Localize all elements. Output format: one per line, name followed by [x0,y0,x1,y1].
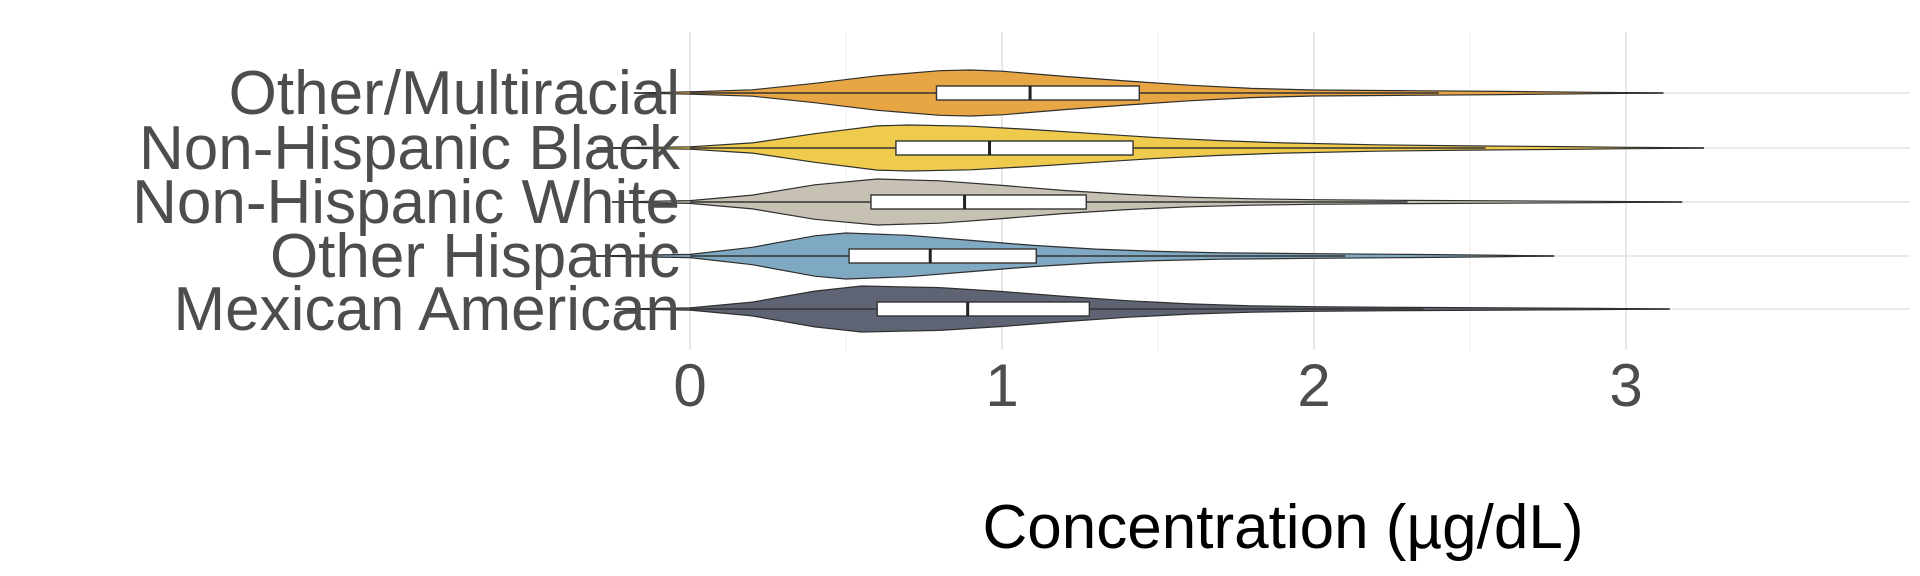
violin-group-non-hispanic-white [611,178,1683,226]
box-other-hispanic [848,248,1038,264]
y-tick-label-non-hispanic-white: Non-Hispanic White [132,168,680,237]
violin-group-non-hispanic-black [596,124,1705,172]
y-tick-label-mexican-american: Mexican American [173,275,680,344]
x-tick-label-2: 2 [1297,352,1330,419]
box-mexican-american [876,301,1091,317]
x-tick-labels: 0 1 2 3 [673,352,1642,419]
box-other-multiracial [935,85,1140,101]
x-tick-label-0: 0 [673,352,706,419]
violin-group-other-multiracial [633,69,1664,117]
x-axis-title: Concentration (µg/dL) [983,493,1584,562]
x-tick-label-1: 1 [985,352,1018,419]
violins [590,69,1705,333]
x-tick-label-3: 3 [1609,352,1642,419]
box-non-hispanic-white [870,194,1087,210]
y-tick-label-other-multiracial: Other/Multiracial [229,59,680,128]
y-tick-label-non-hispanic-black: Non-Hispanic Black [139,114,681,183]
violin-group-other-hispanic [590,232,1555,280]
box-non-hispanic-black [895,140,1134,156]
y-tick-label-other-hispanic: Other Hispanic [270,222,680,291]
violin-group-mexican-american [615,285,1670,333]
